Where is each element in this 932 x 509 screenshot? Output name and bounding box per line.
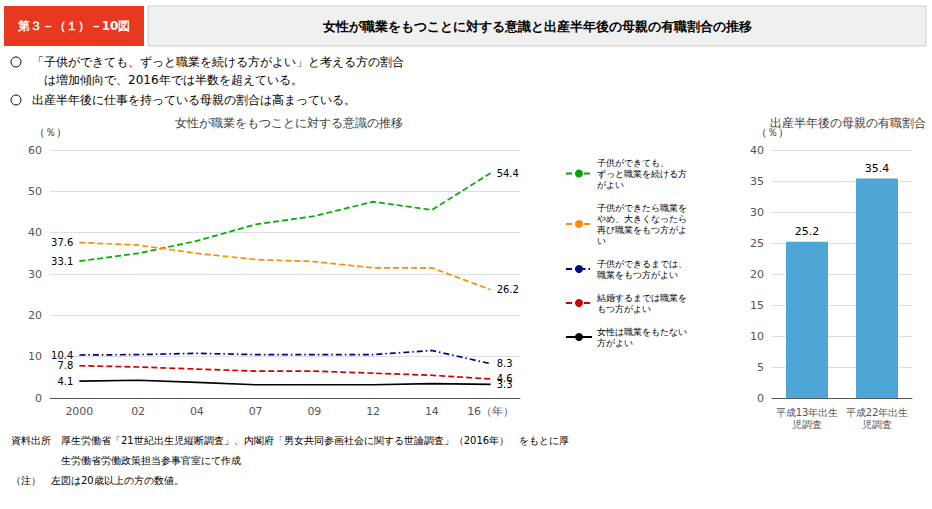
svg-text:40: 40	[750, 144, 764, 157]
svg-text:54.4: 54.4	[497, 168, 519, 179]
svg-text:資料出所 厚生労働省「21世紀出生児縦断調査」、内閣府「男女: 資料出所 厚生労働省「21世紀出生児縦断調査」、内閣府「男女共同参画社会に関する…	[11, 435, 569, 446]
svg-text:児調査: 児調査	[792, 419, 822, 430]
svg-text:15: 15	[750, 299, 764, 312]
svg-text:04: 04	[190, 405, 204, 418]
svg-text:35: 35	[750, 175, 764, 188]
svg-text:子供ができるまでは、: 子供ができるまでは、	[597, 259, 687, 269]
svg-text:は増加傾向で、2016年では半数を超えている。: は増加傾向で、2016年では半数を超えている。	[32, 73, 303, 87]
svg-text:児調査: 児調査	[862, 419, 892, 430]
svg-text:「子供ができても、ずっと職業を続ける方がよい」と考える方の割: 「子供ができても、ずっと職業を続ける方がよい」と考える方の割合	[32, 55, 404, 69]
svg-text:40: 40	[28, 226, 42, 239]
svg-text:（％）: （％）	[34, 126, 67, 139]
svg-text:方がよい: 方がよい	[597, 338, 633, 348]
svg-text:50: 50	[28, 185, 42, 198]
svg-text:10: 10	[28, 350, 42, 363]
svg-text:がよい: がよい	[597, 180, 624, 190]
svg-text:33.1: 33.1	[51, 256, 73, 267]
svg-text:30: 30	[28, 268, 42, 281]
svg-text:0: 0	[757, 392, 764, 405]
svg-text:7.8: 7.8	[57, 360, 73, 371]
svg-text:出産半年後の母親の有職割合: 出産半年後の母親の有職割合	[770, 116, 926, 130]
svg-text:10.4: 10.4	[51, 350, 73, 361]
svg-text:平成22年出生: 平成22年出生	[846, 407, 909, 418]
svg-text:0: 0	[35, 392, 42, 405]
svg-text:12: 12	[366, 405, 380, 418]
svg-text:35.4: 35.4	[865, 162, 890, 175]
svg-text:4.1: 4.1	[57, 376, 73, 387]
svg-text:もつ方がよい: もつ方がよい	[597, 304, 651, 314]
svg-text:第３－（１）－10図: 第３－（１）－10図	[17, 19, 131, 33]
svg-text:37.6: 37.6	[51, 237, 73, 248]
svg-text:16（年）: 16（年）	[467, 405, 514, 418]
svg-text:結婚するまでは職業を: 結婚するまでは職業を	[596, 293, 687, 303]
svg-text:5: 5	[757, 361, 764, 374]
svg-text:（注） 左図は20歳以上の方の数値。: （注） 左図は20歳以上の方の数値。	[11, 475, 184, 486]
svg-text:職業をもつ方がよい: 職業をもつ方がよい	[597, 270, 678, 280]
svg-text:20: 20	[28, 309, 42, 322]
svg-text:02: 02	[131, 405, 145, 418]
svg-text:子供ができても、: 子供ができても、	[597, 158, 669, 168]
svg-text:出産半年後に仕事を持っている母親の割合は高まっている。: 出産半年後に仕事を持っている母親の割合は高まっている。	[32, 93, 356, 107]
svg-text:60: 60	[28, 144, 42, 157]
svg-text:生労働省労働政策担当参事官室にて作成: 生労働省労働政策担当参事官室にて作成	[11, 455, 241, 466]
svg-text:女性が職業をもつことに対する意識の推移: 女性が職業をもつことに対する意識の推移	[175, 116, 403, 130]
svg-text:25.2: 25.2	[795, 225, 820, 238]
svg-text:女性が職業をもつことに対する意識と出産半年後の母親の有職割合: 女性が職業をもつことに対する意識と出産半年後の母親の有職割合の推移	[322, 19, 752, 34]
svg-text:20: 20	[750, 268, 764, 281]
svg-text:8.3: 8.3	[497, 358, 513, 369]
svg-text:ずっと職業を続ける方: ずっと職業を続ける方	[597, 169, 687, 179]
svg-text:07: 07	[249, 405, 263, 418]
svg-text:女性は職業をもたない: 女性は職業をもたない	[597, 327, 687, 337]
svg-text:子供ができたら職業を: 子供ができたら職業を	[597, 203, 687, 213]
svg-text:30: 30	[750, 206, 764, 219]
svg-text:10: 10	[750, 330, 764, 343]
svg-text:09: 09	[307, 405, 321, 418]
svg-text:26.2: 26.2	[497, 284, 519, 295]
svg-text:い: い	[597, 236, 606, 246]
svg-text:平成13年出生: 平成13年出生	[776, 407, 839, 418]
svg-text:やめ、大きくなったら: やめ、大きくなったら	[597, 214, 687, 224]
svg-text:3.3: 3.3	[497, 379, 513, 390]
svg-text:14: 14	[425, 405, 439, 418]
svg-text:再び職業をもつ方がよ: 再び職業をもつ方がよ	[597, 225, 687, 235]
svg-text:2000: 2000	[65, 405, 93, 418]
svg-text:25: 25	[750, 237, 764, 250]
